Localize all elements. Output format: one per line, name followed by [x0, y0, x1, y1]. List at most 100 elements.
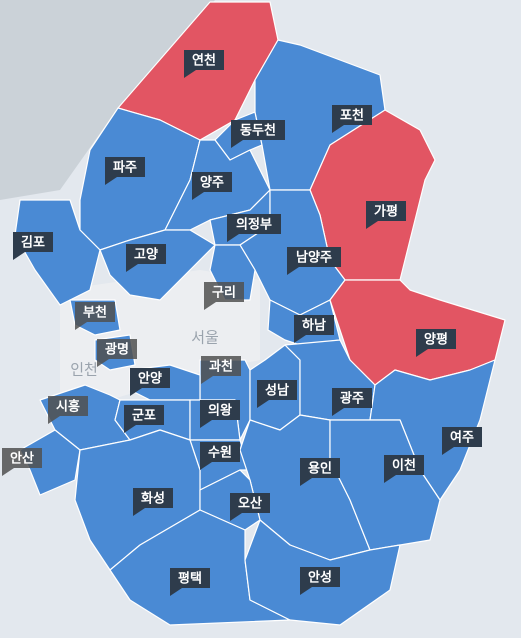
- region-label: 안성: [300, 567, 340, 595]
- region-name: 수원: [208, 446, 232, 461]
- label-box: [204, 282, 244, 302]
- region-label: 김포: [13, 232, 53, 260]
- label-box: [442, 427, 482, 447]
- label-box: [384, 455, 424, 475]
- label-tail: [294, 335, 306, 343]
- label-box: [170, 568, 210, 588]
- north-land: [0, 0, 215, 200]
- label-box: [287, 247, 341, 267]
- label-tail: [332, 408, 344, 416]
- region-label: 하남: [294, 315, 334, 343]
- label-tail: [48, 416, 60, 424]
- region-name: 고양: [134, 248, 158, 263]
- region-name: 군포: [132, 409, 156, 424]
- region-label: 오산: [230, 493, 270, 521]
- region-name: 시흥: [56, 399, 80, 415]
- region-label: 시흥: [48, 396, 88, 424]
- label-box: [201, 356, 241, 376]
- region-name: 하남: [302, 318, 326, 334]
- label-tail: [105, 177, 117, 185]
- region-name: 광주: [340, 392, 364, 407]
- region-label: 광명: [97, 339, 137, 367]
- region-label: 포천: [332, 105, 372, 133]
- region-name: 오산: [238, 496, 262, 512]
- region-label: 구리: [204, 282, 244, 310]
- label-box: [130, 368, 170, 388]
- region-label: 화성: [133, 488, 173, 516]
- label-tail: [126, 264, 138, 272]
- label-box: [75, 302, 115, 322]
- label-tail: [13, 252, 25, 260]
- label-tail: [192, 192, 204, 200]
- region: [329, 419, 441, 551]
- region-label: 광주: [332, 388, 372, 416]
- region-label: 가평: [366, 201, 406, 229]
- label-box: [184, 50, 224, 70]
- label-tail: [332, 125, 344, 133]
- region-name: 동두천: [240, 124, 276, 139]
- region-name: 이천: [392, 458, 416, 474]
- label-tail: [130, 388, 142, 396]
- label-box: [366, 201, 406, 221]
- label-box: [200, 442, 240, 462]
- region-name: 김포: [21, 236, 45, 251]
- region-name: 평택: [178, 571, 202, 587]
- region-name: 가평: [374, 204, 398, 220]
- label-box: [227, 214, 281, 234]
- label-tail: [201, 376, 213, 384]
- region-label: 남양주: [287, 247, 341, 275]
- region-label: 양주: [192, 172, 232, 200]
- region-label: 고양: [126, 244, 166, 272]
- region-name: 안양: [138, 371, 162, 387]
- label-tail: [97, 359, 109, 367]
- region-name: 여주: [450, 430, 474, 446]
- region-label: 부천: [75, 302, 115, 330]
- label-box: [332, 105, 372, 125]
- region-label: 안산: [2, 448, 42, 476]
- label-tail: [442, 447, 454, 455]
- region-label: 용인: [300, 458, 340, 486]
- region-label: 연천: [184, 50, 224, 78]
- region-name: 포천: [340, 109, 364, 124]
- region-label: 성남: [257, 380, 297, 408]
- region-name: 의정부: [236, 217, 272, 233]
- label-box: [133, 488, 173, 508]
- region-name: 양평: [424, 332, 448, 348]
- region-name: 파주: [113, 161, 137, 176]
- region-label: 의정부: [227, 214, 281, 242]
- label-box: [230, 493, 270, 513]
- label-tail: [366, 221, 378, 229]
- region-label: 의왕: [200, 400, 240, 428]
- label-tail: [227, 234, 239, 242]
- label-tail: [384, 475, 396, 483]
- label-box: [48, 396, 88, 416]
- label-tail: [231, 140, 243, 148]
- region-label: 양평: [416, 329, 456, 357]
- region-name: 안성: [308, 570, 332, 586]
- region-name: 의왕: [208, 403, 232, 419]
- label-box: [192, 172, 232, 192]
- label-box: [13, 232, 53, 252]
- label-tail: [287, 267, 299, 275]
- region-name: 구리: [212, 285, 236, 301]
- region-name: 성남: [265, 383, 289, 399]
- label-tail: [170, 588, 182, 596]
- label-box: [332, 388, 372, 408]
- label-tail: [416, 349, 428, 357]
- label-tail: [230, 513, 242, 521]
- city-label: 서울: [191, 329, 219, 347]
- label-box: [105, 157, 145, 177]
- label-tail: [184, 70, 196, 78]
- label-tail: [204, 302, 216, 310]
- label-box: [231, 120, 285, 140]
- region-label: 파주: [105, 157, 145, 185]
- label-tail: [300, 478, 312, 486]
- label-box: [416, 329, 456, 349]
- region-name: 화성: [141, 491, 165, 507]
- label-tail: [200, 420, 212, 428]
- region-label: 동두천: [231, 120, 285, 148]
- region-label: 안양: [130, 368, 170, 396]
- region-name: 안산: [10, 451, 34, 467]
